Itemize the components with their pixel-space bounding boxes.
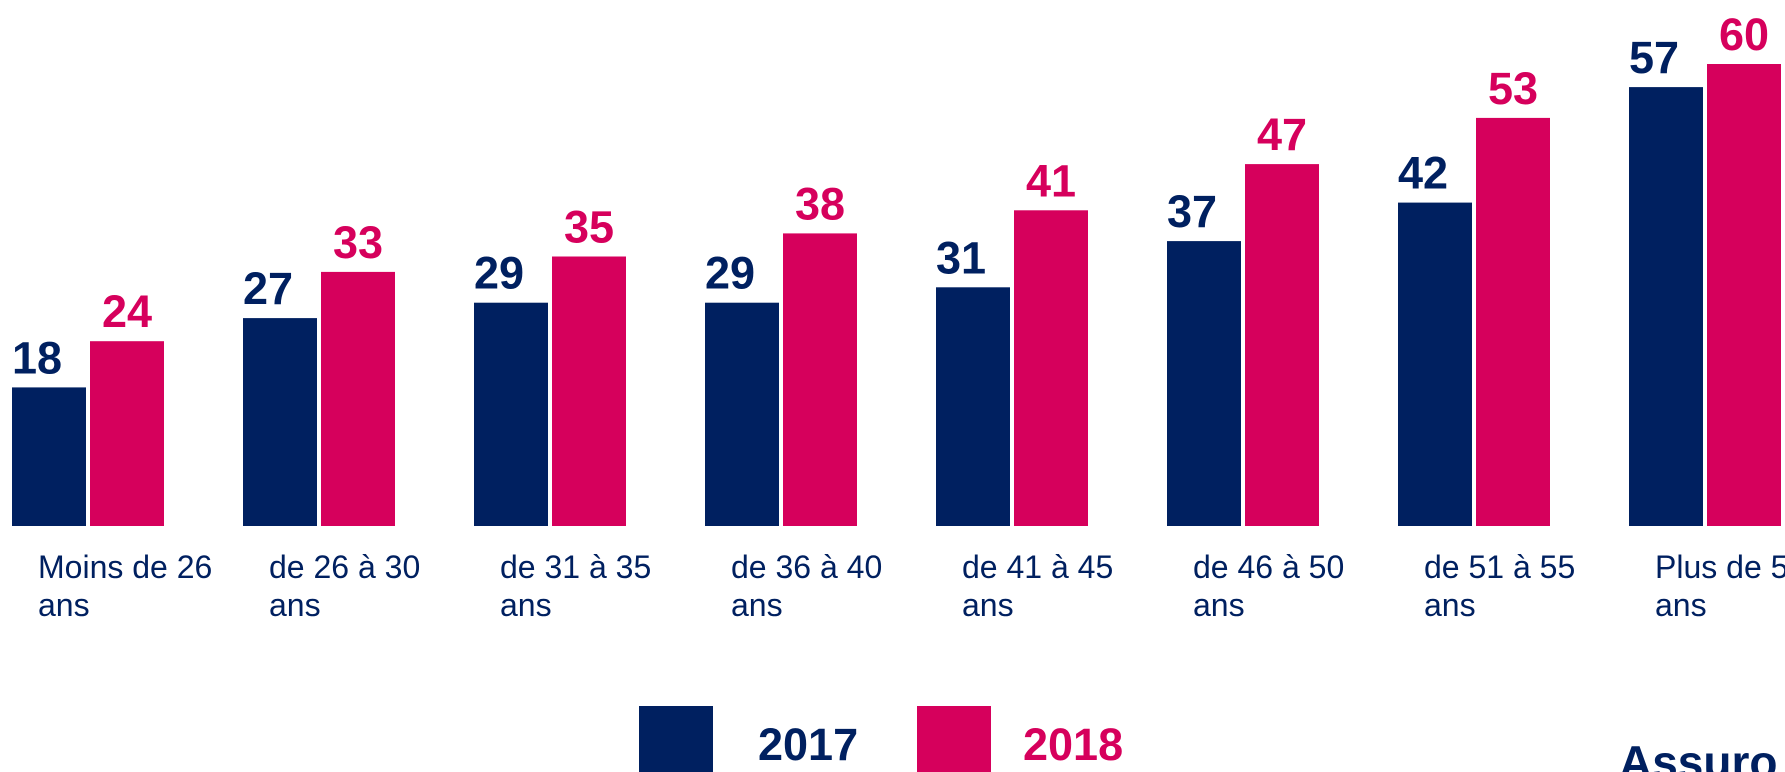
- brand-logo: Assuro: [1619, 736, 1777, 772]
- legend-label: 2017: [758, 719, 858, 770]
- value-label: 60: [1719, 9, 1769, 60]
- x-tick-label: de 46 à 50 ans: [1193, 549, 1345, 623]
- value-label: 57: [1629, 32, 1679, 83]
- value-label: 47: [1257, 109, 1307, 160]
- x-tick-label: Plus de 55 ans: [1655, 549, 1785, 623]
- value-label: 18: [12, 332, 62, 383]
- value-label: 35: [564, 202, 614, 253]
- bar: [1707, 64, 1781, 526]
- bar: [1014, 210, 1088, 527]
- value-label: 38: [795, 178, 845, 229]
- value-label: 31: [936, 232, 986, 283]
- value-label: 41: [1026, 155, 1076, 206]
- bar: [243, 318, 317, 526]
- bar: [1398, 202, 1472, 526]
- legend-label: 2018: [1023, 719, 1123, 770]
- bar: [1476, 117, 1550, 527]
- value-label: 27: [243, 263, 293, 314]
- x-tick-label: Moins de 26 ans: [38, 549, 213, 623]
- value-label: 53: [1488, 63, 1538, 114]
- bar: [936, 287, 1010, 526]
- value-label: 29: [705, 248, 755, 299]
- legend-swatch: [917, 706, 991, 772]
- value-label: 37: [1167, 186, 1217, 237]
- bar: [552, 256, 626, 526]
- value-label: 24: [102, 286, 152, 337]
- bar: [12, 387, 86, 526]
- x-tick-label: de 26 à 30 ans: [269, 549, 421, 623]
- value-label: 42: [1398, 148, 1448, 199]
- bar: [90, 341, 164, 526]
- value-label: 29: [474, 248, 524, 299]
- bar: [1167, 241, 1241, 526]
- x-tick-label: de 51 à 55 ans: [1424, 549, 1576, 623]
- bar: [1629, 87, 1703, 526]
- bar: [474, 302, 548, 526]
- bar: [321, 271, 395, 526]
- legend-swatch: [639, 706, 713, 772]
- x-tick-label: de 31 à 35 ans: [500, 549, 652, 623]
- bar: [783, 233, 857, 526]
- x-tick-label: de 36 à 40 ans: [731, 549, 883, 623]
- bar: [1245, 164, 1319, 526]
- bar: [705, 302, 779, 526]
- value-label: 33: [333, 217, 383, 268]
- x-tick-label: de 41 à 45 ans: [962, 549, 1114, 623]
